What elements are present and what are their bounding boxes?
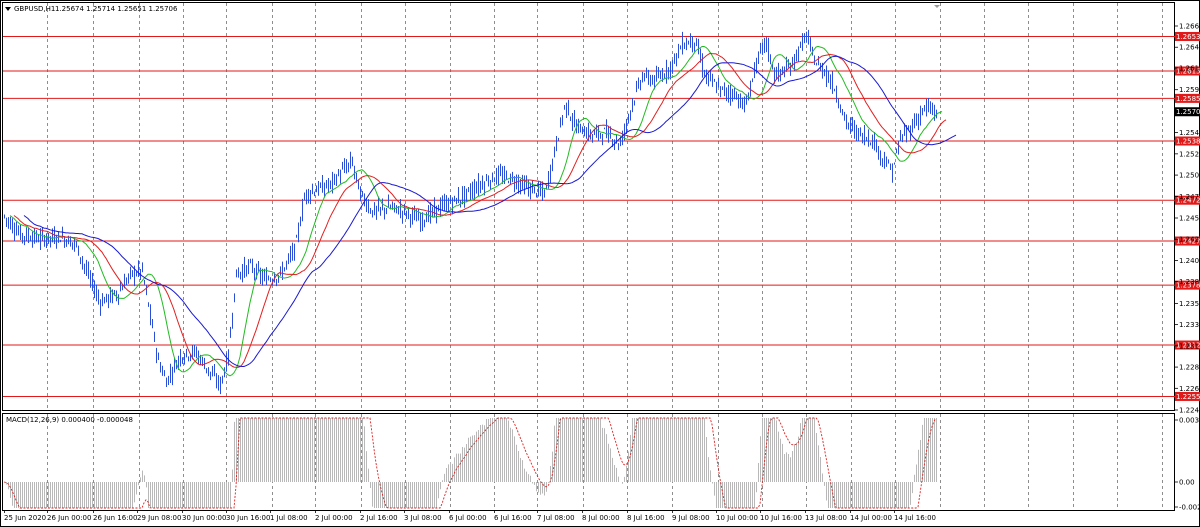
horizontal-levels[interactable]: 1.26539 1.26157 1.25854 1.25382 1.24727 1.242…: [3, 31, 1200, 401]
ma-slow-line: [23, 55, 957, 367]
moving-averages: [9, 45, 957, 377]
price-tick-label: 1.25240: [1179, 150, 1200, 158]
level-price-tag: [1175, 66, 1200, 76]
shift-marker-icon[interactable]: [934, 5, 940, 8]
time-tick-label: 25 Jun 2020: [4, 514, 46, 522]
macd-label: MACD(12,26,9) 0.000400 -0.000048: [6, 416, 133, 424]
level-price-tag: [1175, 280, 1200, 290]
time-tick-label: 9 Jul 08:00: [672, 514, 710, 522]
level-price-label: 1.26157: [1176, 67, 1200, 75]
price-tick-label: 1.23825: [1179, 278, 1200, 286]
price-tick-label: 1.23115: [1179, 342, 1200, 350]
price-axis: 1.266551.264201.261901.259501.257151.254…: [1175, 23, 1200, 415]
price-candles: [4, 29, 937, 395]
price-tick-label: 1.23585: [1179, 300, 1200, 308]
macd-tick-label: 0.00: [1179, 479, 1195, 487]
time-axis: 25 Jun 2020 26 Jun 00:00 26 Jun 16:00 29 Ju…: [4, 510, 936, 522]
time-tick-label: 30 Jun 00:00: [182, 514, 226, 522]
time-tick-label: 26 Jun 00:00: [47, 514, 91, 522]
level-price-label: 1.23787: [1176, 282, 1200, 290]
time-tick-label: 6 Jul 16:00: [494, 514, 532, 522]
price-tick-label: 1.22405: [1179, 407, 1200, 415]
time-tick-label: 14 Jul 16:00: [894, 514, 936, 522]
macd-signal-line: [3, 417, 937, 509]
macd-tick-label: -0.00270: [1179, 504, 1200, 512]
time-tick-label: 3 Jul 08:00: [404, 514, 442, 522]
time-tick-label: 8 Jul 16:00: [627, 514, 665, 522]
macd-tick-label: 0.003585: [1179, 417, 1200, 425]
level-price-tag: [1175, 391, 1200, 401]
price-tick-label: 1.25005: [1179, 172, 1200, 180]
price-tick-label: 1.24770: [1179, 193, 1200, 201]
price-tick-label: 1.24295: [1179, 236, 1200, 244]
price-tick-label: 1.24530: [1179, 215, 1200, 223]
time-tick-label: 2 Jul 00:00: [315, 514, 353, 522]
time-tick-label: 10 Jul 16:00: [760, 514, 802, 522]
ma-fast-line: [9, 45, 943, 377]
time-tick-label: 29 Jun 08:00: [137, 514, 181, 522]
price-tick-label: 1.25950: [1179, 86, 1200, 94]
main-plot-border: [2, 2, 1175, 411]
price-tick-label: 1.24060: [1179, 257, 1200, 265]
level-price-tag: [1175, 195, 1200, 205]
time-tick-label: 8 Jul 00:00: [582, 514, 620, 522]
triangle-down-icon[interactable]: [5, 7, 11, 11]
level-price-label: 1.26539: [1176, 33, 1200, 41]
time-tick-label: 14 Jul 00:00: [850, 514, 892, 522]
ma-mid-line: [13, 52, 947, 368]
time-tick-label: 7 Jul 08:00: [537, 514, 575, 522]
time-tick-label: 6 Jul 00:00: [449, 514, 487, 522]
level-price-tag: [1175, 340, 1200, 350]
time-tick-label: 2 Jul 16:00: [360, 514, 398, 522]
time-tick-label: 13 Jul 08:00: [805, 514, 847, 522]
level-price-tag: [1175, 93, 1200, 103]
price-tick-label: 1.26655: [1179, 23, 1200, 31]
time-tick-label: 1 Jul 08:00: [270, 514, 308, 522]
time-tick-label: 26 Jun 16:00: [93, 514, 137, 522]
level-price-tag: [1175, 136, 1200, 146]
chart-header: GBPUSD,H1 1.25674 1.25714 1.25651 1.2570…: [5, 5, 178, 13]
ohlc-values: 1.25674 1.25714 1.25651 1.25706: [55, 5, 178, 13]
price-tick-label: 1.23350: [1179, 321, 1200, 329]
price-tick-label: 1.25475: [1179, 129, 1200, 137]
price-tick-label: 1.26190: [1179, 65, 1200, 73]
level-price-tag: [1175, 236, 1200, 246]
macd-panel-border: [2, 413, 1175, 511]
symbol-timeframe: GBPUSD,H1: [14, 5, 55, 13]
price-tick-label: 1.22645: [1179, 385, 1200, 393]
current-price-label: 1.25706: [1176, 108, 1200, 116]
time-tick-label: 30 Jun 16:00: [226, 514, 270, 522]
level-price-tag: [1175, 31, 1200, 41]
level-price-label: 1.22555: [1176, 393, 1200, 401]
price-tick-label: 1.26420: [1179, 44, 1200, 52]
level-price-label: 1.23124: [1176, 342, 1200, 350]
time-tick-label: 10 Jul 00:00: [716, 514, 758, 522]
level-price-label: 1.25382: [1176, 138, 1200, 146]
level-price-label: 1.24727: [1176, 197, 1200, 205]
price-tick-label: 1.22880: [1179, 364, 1200, 372]
macd-indicator: 0.003585 0.00 -0.00270: [3, 417, 1200, 512]
level-price-label: 1.24275: [1176, 238, 1200, 246]
level-price-label: 1.25854: [1176, 95, 1200, 103]
current-price-tag: [1175, 107, 1200, 117]
